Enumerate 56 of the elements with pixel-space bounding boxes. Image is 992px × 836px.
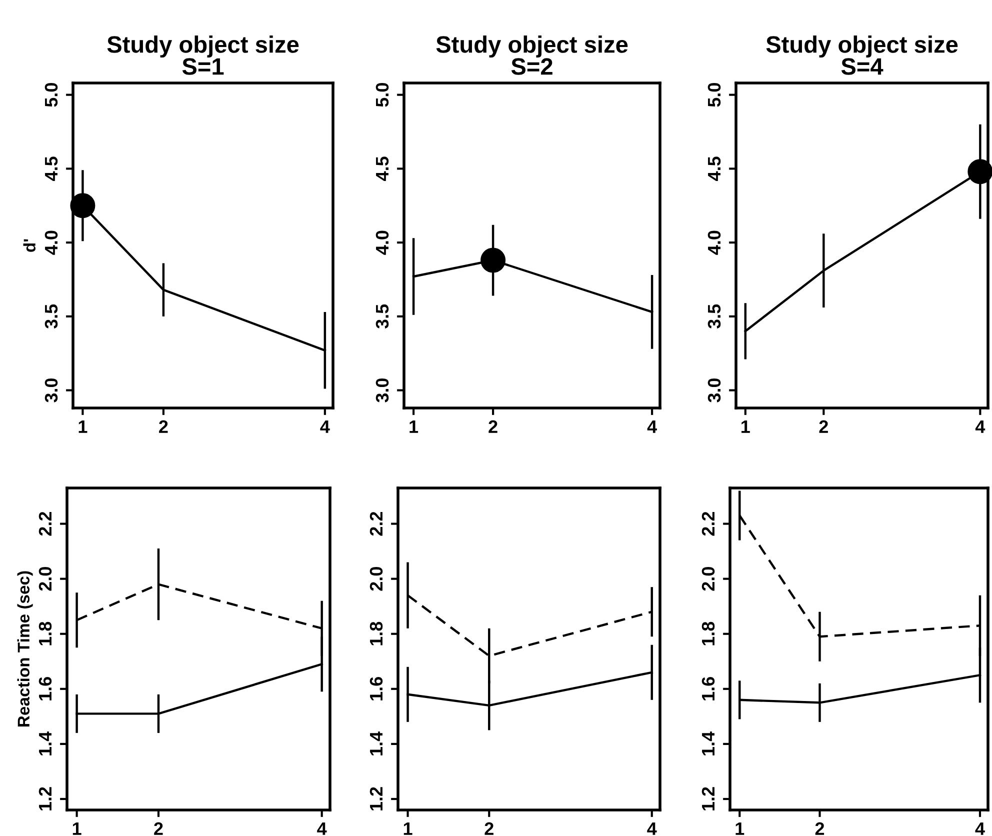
chart-title: Study object size S=1 xyxy=(107,36,299,75)
y-tick-label: 2.2 xyxy=(370,512,382,536)
chart-title: Study object size S=2 xyxy=(436,36,628,75)
x-tick-label: 1 xyxy=(410,420,418,433)
x-tick-label: 1 xyxy=(736,822,744,835)
y-tick-label: 1.8 xyxy=(702,622,715,646)
y-tick-label: 1.8 xyxy=(38,622,52,646)
x-tick-label: 1 xyxy=(404,822,412,835)
y-tick-label: 3.0 xyxy=(376,378,389,402)
x-tick-label: 4 xyxy=(317,822,327,835)
y-tick-label: 3.5 xyxy=(708,304,721,329)
y-tick-label: 4.5 xyxy=(45,156,58,181)
y-tick-label: 4.0 xyxy=(376,230,389,255)
y-tick-label: 1.2 xyxy=(702,787,714,810)
x-tick-label: 4 xyxy=(647,822,657,835)
y-tick-label: 4.0 xyxy=(44,230,58,255)
x-tick-label: 4 xyxy=(975,420,986,433)
y-tick-label: 3.0 xyxy=(708,378,721,402)
y-tick-label: 5.0 xyxy=(708,83,721,107)
x-tick-label: 2 xyxy=(159,420,168,433)
y-tick-label: 1.6 xyxy=(370,677,383,700)
y-axis-title: Reaction Time (sec) xyxy=(17,571,33,726)
y-tick-label: 2.2 xyxy=(702,512,714,536)
y-tick-label: 5.0 xyxy=(376,83,389,107)
y-tick-label: 1.2 xyxy=(38,787,52,810)
x-tick-label: 4 xyxy=(975,822,985,835)
x-tick-label: 2 xyxy=(488,420,498,433)
y-tick-label: 1.6 xyxy=(38,677,52,700)
y-tick-label: 3.5 xyxy=(376,304,389,329)
y-axis-title: d' xyxy=(23,239,36,252)
y-tick-label: 3.5 xyxy=(44,304,58,329)
y-tick-label: 2.0 xyxy=(702,567,715,591)
y-tick-label: 1.4 xyxy=(702,731,714,756)
y-tick-label: 1.2 xyxy=(370,787,382,810)
x-tick-label: 2 xyxy=(484,822,494,835)
y-tick-label: 5.0 xyxy=(44,83,58,107)
y-tick-label: 2.0 xyxy=(38,567,52,591)
x-tick-label: 2 xyxy=(819,420,828,433)
x-tick-label: 4 xyxy=(320,420,330,433)
y-tick-label: 4.5 xyxy=(708,156,721,181)
x-tick-label: 4 xyxy=(647,420,657,433)
y-tick-label: 2.2 xyxy=(38,512,52,536)
y-tick-label: 4.5 xyxy=(376,156,389,181)
y-tick-label: 1.6 xyxy=(702,677,715,700)
x-tick-label: 1 xyxy=(72,822,82,835)
x-tick-label: 2 xyxy=(815,822,824,835)
y-tick-label: 1.4 xyxy=(370,731,382,756)
chart-title: Study object size S=4 xyxy=(766,36,958,75)
y-tick-label: 3.0 xyxy=(44,378,58,402)
x-tick-label: 1 xyxy=(742,420,750,433)
y-tick-label: 1.4 xyxy=(39,731,52,756)
x-tick-label: 1 xyxy=(78,420,88,433)
y-tick-label: 1.8 xyxy=(370,622,383,646)
y-tick-label: 4.0 xyxy=(708,230,721,255)
x-tick-label: 2 xyxy=(154,822,163,835)
y-tick-label: 2.0 xyxy=(370,567,383,591)
